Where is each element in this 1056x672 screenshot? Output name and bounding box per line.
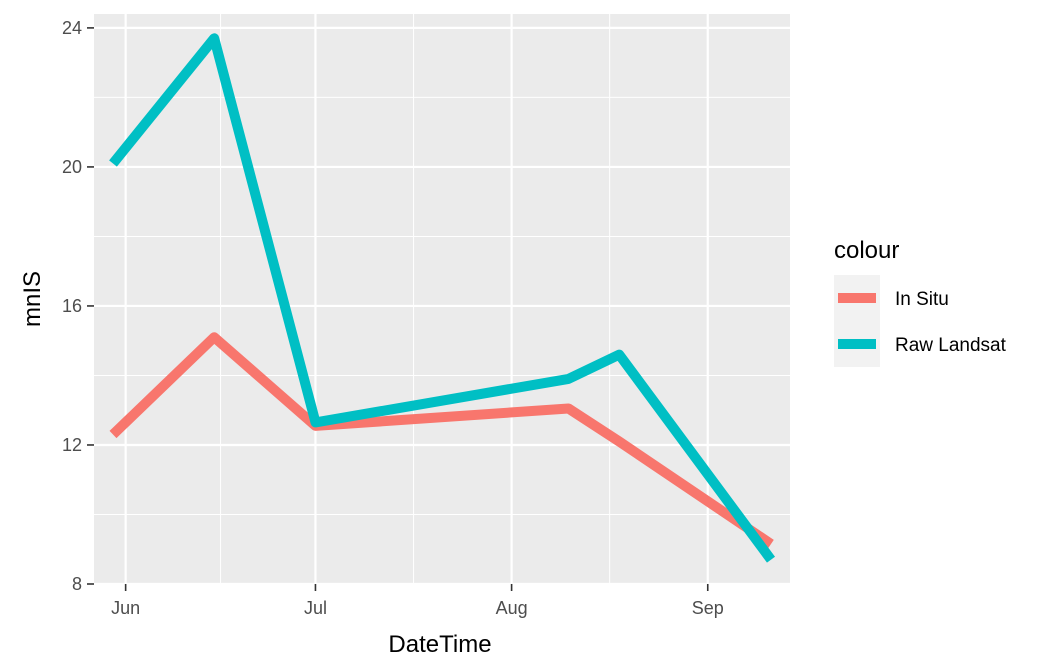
y-axis: 8 12 16 20 24 bbox=[62, 18, 94, 594]
series-line-in-situ bbox=[109, 332, 774, 549]
major-gridlines bbox=[94, 14, 790, 586]
legend-items: In Situ Raw Landsat bbox=[834, 275, 1007, 367]
series-line-raw-landsat bbox=[109, 33, 776, 563]
legend-title: colour bbox=[834, 237, 899, 264]
legend-label: In Situ bbox=[895, 289, 949, 310]
y-tick-label: 20 bbox=[62, 157, 82, 177]
x-tick-label: Jun bbox=[111, 598, 140, 618]
y-tick-label: 12 bbox=[62, 435, 82, 455]
y-tick-label: 8 bbox=[72, 574, 82, 594]
x-axis-title: DateTime bbox=[388, 631, 491, 658]
legend: colour In Situ Raw Landsat bbox=[834, 237, 1007, 367]
y-tick-label: 16 bbox=[62, 296, 82, 316]
minor-gridlines bbox=[94, 14, 790, 584]
y-tick-label: 24 bbox=[62, 18, 82, 38]
series-layer bbox=[109, 33, 776, 563]
x-tick-label: Aug bbox=[496, 598, 528, 618]
x-tick-label: Sep bbox=[692, 598, 724, 618]
legend-label: Raw Landsat bbox=[895, 335, 1007, 356]
x-axis: Jun Jul Aug Sep bbox=[111, 584, 724, 618]
y-axis-title: mnIS bbox=[19, 271, 46, 327]
plot-panel bbox=[94, 14, 790, 584]
x-tick-label: Jul bbox=[304, 598, 327, 618]
